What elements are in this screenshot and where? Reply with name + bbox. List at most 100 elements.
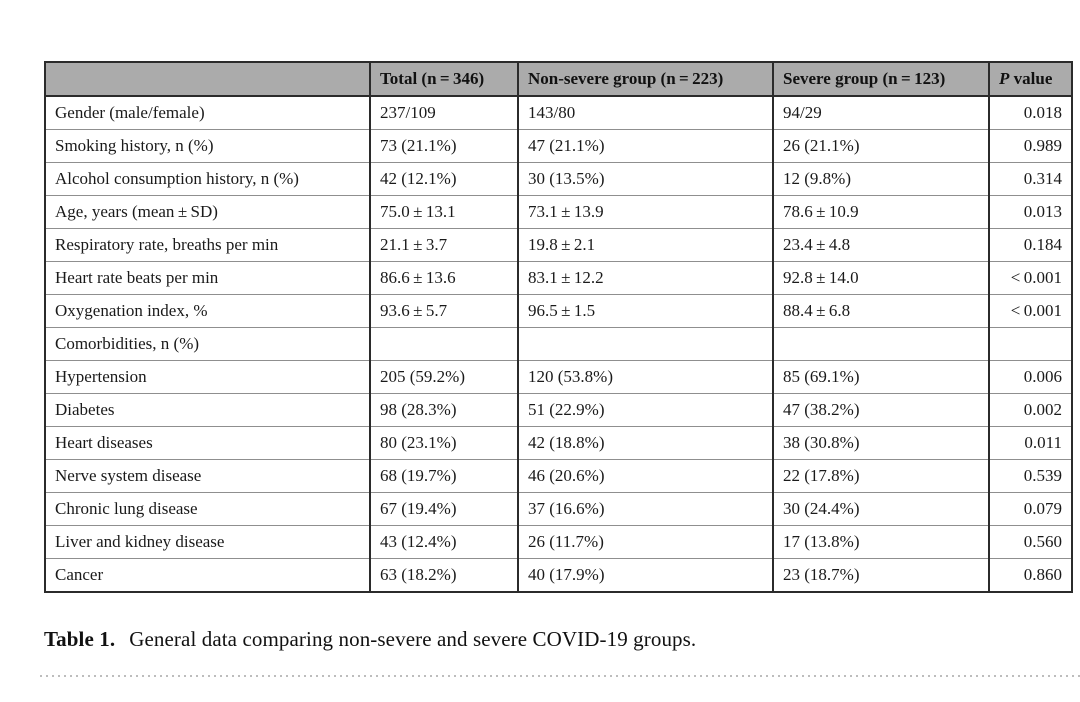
nonsevere-value-cell: 40 (17.9%) (517, 558, 774, 593)
table-row: Nerve system disease 68 (19.7%) 46 (20.6%)… (44, 459, 1073, 493)
row-label-cell: Diabetes (44, 393, 371, 427)
row-label-cell: Alcohol consumption history, n (%) (44, 162, 371, 196)
table-row: Gender (male/female) 237/109 143/80 94/29 0.… (44, 95, 1073, 130)
row-label-cell: Hypertension (44, 360, 371, 394)
row-label-cell: Chronic lung disease (44, 492, 371, 526)
pvalue-cell: 0.011 (988, 426, 1073, 460)
pvalue-cell: 0.013 (988, 195, 1073, 229)
header-pvalue-cell: P value (988, 61, 1073, 97)
table-caption-text: General data comparing non-severe and se… (129, 627, 697, 651)
row-label-cell: Liver and kidney disease (44, 525, 371, 559)
table-row: Diabetes 98 (28.3%) 51 (22.9%) 47 (38.2%) 0.… (44, 393, 1073, 427)
header-severe-cell: Severe group (n = 123) (772, 61, 990, 97)
header-empty-cell (44, 61, 371, 97)
pvalue-cell: < 0.001 (988, 294, 1073, 328)
row-label-cell: Comorbidities, n (%) (44, 327, 371, 361)
nonsevere-value-cell: 143/80 (517, 95, 774, 130)
table-row: Smoking history, n (%) 73 (21.1%) 47 (21.1… (44, 129, 1073, 163)
total-value-cell: 43 (12.4%) (369, 525, 519, 559)
nonsevere-value-cell: 51 (22.9%) (517, 393, 774, 427)
nonsevere-value-cell: 42 (18.8%) (517, 426, 774, 460)
pvalue-cell: 0.860 (988, 558, 1073, 593)
severe-value-cell (772, 327, 990, 361)
table-row: Comorbidities, n (%) (44, 327, 1073, 361)
total-value-cell: 237/109 (369, 95, 519, 130)
table-header-row: Total (n = 346) Non-severe group (n = 22… (44, 61, 1073, 97)
row-label-cell: Heart diseases (44, 426, 371, 460)
nonsevere-value-cell (517, 327, 774, 361)
comparison-table: Total (n = 346) Non-severe group (n = 22… (44, 61, 1073, 593)
total-value-cell: 21.1 ± 3.7 (369, 228, 519, 262)
table-row: Chronic lung disease 67 (19.4%) 37 (16.6%)… (44, 492, 1073, 526)
table-header: Total (n = 346) Non-severe group (n = 22… (44, 61, 1073, 97)
nonsevere-value-cell: 30 (13.5%) (517, 162, 774, 196)
row-label-cell: Respiratory rate, breaths per min (44, 228, 371, 262)
nonsevere-value-cell: 120 (53.8%) (517, 360, 774, 394)
severe-value-cell: 17 (13.8%) (772, 525, 990, 559)
severe-value-cell: 47 (38.2%) (772, 393, 990, 427)
nonsevere-value-cell: 96.5 ± 1.5 (517, 294, 774, 328)
severe-value-cell: 85 (69.1%) (772, 360, 990, 394)
total-value-cell (369, 327, 519, 361)
total-value-cell: 67 (19.4%) (369, 492, 519, 526)
row-label-cell: Smoking history, n (%) (44, 129, 371, 163)
total-value-cell: 63 (18.2%) (369, 558, 519, 593)
row-label-cell: Cancer (44, 558, 371, 593)
header-nonsevere-cell: Non-severe group (n = 223) (517, 61, 774, 97)
severe-value-cell: 94/29 (772, 95, 990, 130)
total-value-cell: 42 (12.1%) (369, 162, 519, 196)
pvalue-cell: 0.989 (988, 129, 1073, 163)
row-label-cell: Oxygenation index, % (44, 294, 371, 328)
pvalue-rest: value (1009, 69, 1053, 89)
total-value-cell: 68 (19.7%) (369, 459, 519, 493)
pvalue-cell: 0.560 (988, 525, 1073, 559)
severe-value-cell: 22 (17.8%) (772, 459, 990, 493)
severe-value-cell: 38 (30.8%) (772, 426, 990, 460)
pvalue-cell: 0.079 (988, 492, 1073, 526)
severe-value-cell: 30 (24.4%) (772, 492, 990, 526)
total-value-cell: 93.6 ± 5.7 (369, 294, 519, 328)
severe-value-cell: 88.4 ± 6.8 (772, 294, 990, 328)
total-value-cell: 86.6 ± 13.6 (369, 261, 519, 295)
nonsevere-value-cell: 19.8 ± 2.1 (517, 228, 774, 262)
severe-value-cell: 92.8 ± 14.0 (772, 261, 990, 295)
table-caption: Table 1. General data comparing non-sever… (44, 627, 696, 652)
table-row: Oxygenation index, % 93.6 ± 5.7 96.5 ± 1.5… (44, 294, 1073, 328)
total-value-cell: 98 (28.3%) (369, 393, 519, 427)
pvalue-cell: < 0.001 (988, 261, 1073, 295)
pvalue-cell (988, 327, 1073, 361)
nonsevere-value-cell: 37 (16.6%) (517, 492, 774, 526)
severe-value-cell: 23.4 ± 4.8 (772, 228, 990, 262)
section-divider-dotted-rule (40, 675, 1080, 677)
nonsevere-value-cell: 26 (11.7%) (517, 525, 774, 559)
total-value-cell: 75.0 ± 13.1 (369, 195, 519, 229)
table-row: Alcohol consumption history, n (%) 42 (12… (44, 162, 1073, 196)
table-row: Cancer 63 (18.2%) 40 (17.9%) 23 (18.7%) 0.86… (44, 558, 1073, 593)
nonsevere-value-cell: 47 (21.1%) (517, 129, 774, 163)
pvalue-cell: 0.539 (988, 459, 1073, 493)
pvalue-italic-p: P (999, 69, 1010, 89)
table-body: Gender (male/female) 237/109 143/80 94/29 0.… (44, 95, 1073, 593)
table-row: Hypertension 205 (59.2%) 120 (53.8%) 85 (69… (44, 360, 1073, 394)
total-value-cell: 80 (23.1%) (369, 426, 519, 460)
row-label-cell: Gender (male/female) (44, 95, 371, 130)
table-caption-label: Table 1. (44, 627, 116, 651)
header-total-cell: Total (n = 346) (369, 61, 519, 97)
table-row: Liver and kidney disease 43 (12.4%) 26 (11… (44, 525, 1073, 559)
total-value-cell: 205 (59.2%) (369, 360, 519, 394)
table-row: Respiratory rate, breaths per min 21.1 ± … (44, 228, 1073, 262)
nonsevere-value-cell: 83.1 ± 12.2 (517, 261, 774, 295)
pvalue-cell: 0.002 (988, 393, 1073, 427)
pvalue-cell: 0.314 (988, 162, 1073, 196)
row-label-cell: Nerve system disease (44, 459, 371, 493)
severe-value-cell: 26 (21.1%) (772, 129, 990, 163)
table-row: Heart rate beats per min 86.6 ± 13.6 83.1 … (44, 261, 1073, 295)
table-row: Age, years (mean ± SD) 75.0 ± 13.1 73.1 ± … (44, 195, 1073, 229)
nonsevere-value-cell: 46 (20.6%) (517, 459, 774, 493)
severe-value-cell: 78.6 ± 10.9 (772, 195, 990, 229)
pvalue-cell: 0.006 (988, 360, 1073, 394)
severe-value-cell: 23 (18.7%) (772, 558, 990, 593)
total-value-cell: 73 (21.1%) (369, 129, 519, 163)
pvalue-cell: 0.184 (988, 228, 1073, 262)
